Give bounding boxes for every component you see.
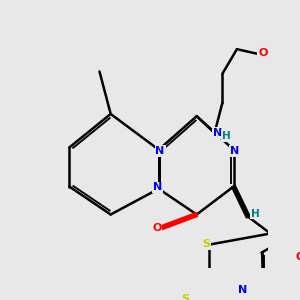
Text: N: N: [230, 146, 239, 156]
Text: S: S: [202, 239, 210, 249]
Text: N: N: [153, 182, 162, 193]
Text: O: O: [296, 252, 300, 262]
Text: N: N: [155, 146, 165, 156]
Text: O: O: [258, 48, 268, 58]
Text: N: N: [238, 285, 248, 295]
Text: S: S: [182, 294, 190, 300]
Text: N: N: [213, 128, 222, 138]
Text: H: H: [251, 208, 260, 218]
Text: O: O: [152, 223, 162, 233]
Text: H: H: [222, 131, 231, 141]
